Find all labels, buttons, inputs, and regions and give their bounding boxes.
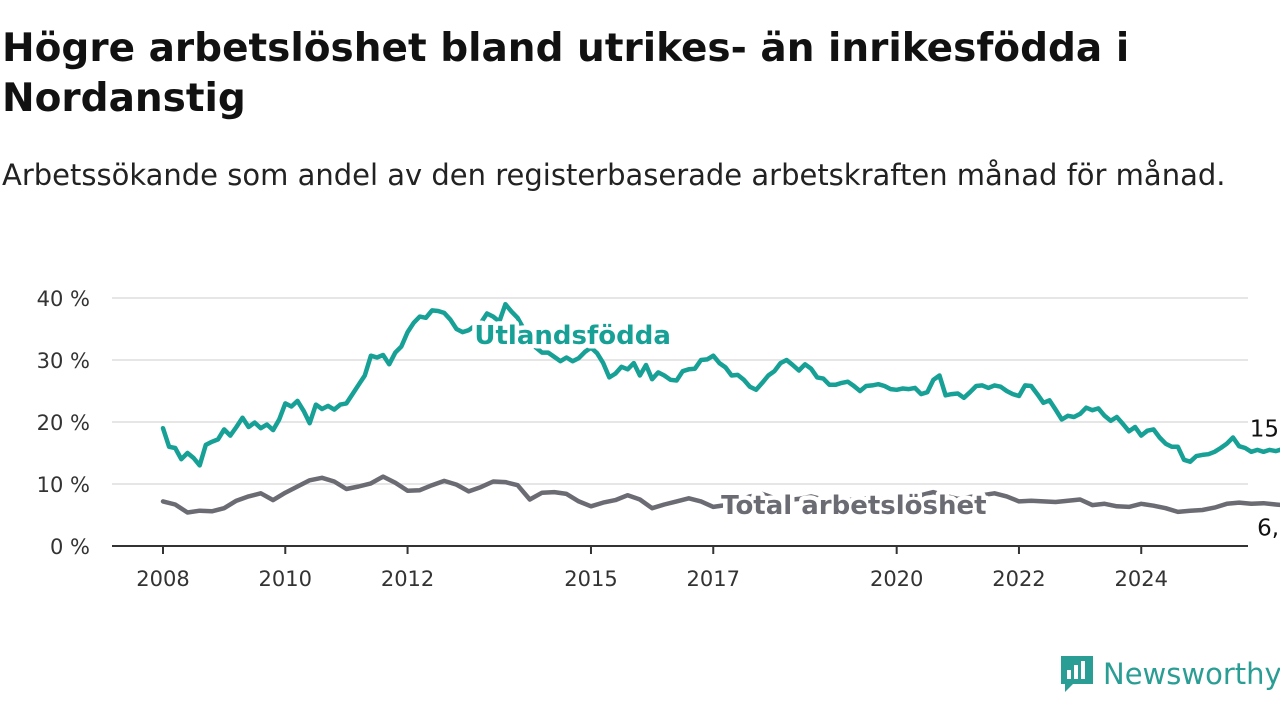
labels-layer: 15,1 % 6,5 % Utlandsfödda Total arbetslöshe… bbox=[470, 316, 1280, 542]
y-tick-label: 40 % bbox=[37, 287, 90, 311]
y-tick-label: 20 % bbox=[37, 411, 90, 435]
series-name-label: Utlandsfödda bbox=[474, 321, 671, 351]
series-line-total-arbetsl-shet bbox=[160, 474, 1280, 515]
x-tick-label: 2008 bbox=[136, 567, 189, 591]
grid-lines bbox=[112, 297, 1248, 485]
x-tick-label: 2024 bbox=[1115, 567, 1168, 591]
series-end-label: 6,5 % bbox=[1257, 516, 1280, 542]
y-tick-label: 30 % bbox=[37, 349, 90, 373]
chart-subtitle: Arbetssökande som andel av den registerb… bbox=[2, 158, 1226, 192]
newsworthy-logo-icon bbox=[1061, 656, 1093, 692]
x-tick-label: 2015 bbox=[564, 567, 617, 591]
brand-name: Newsworthy bbox=[1103, 657, 1280, 691]
chart-title: Högre arbetslöshet bland utrikes- än inr… bbox=[2, 26, 1130, 121]
y-tick-label: 0 % bbox=[50, 535, 90, 559]
line-chart: 0 % 10 % 20 % 30 % 40 % 2008 2010 2012 2015 2017… bbox=[37, 287, 1280, 591]
series-name-label: Total arbetslöshet bbox=[721, 491, 986, 521]
y-tick-label: 10 % bbox=[37, 473, 90, 497]
x-tick-label: 2017 bbox=[687, 567, 740, 591]
series-end-label: 15,1 % bbox=[1250, 416, 1280, 442]
series-layer bbox=[160, 301, 1280, 515]
x-tick-label: 2010 bbox=[259, 567, 312, 591]
y-axis-ticks: 0 % 10 % 20 % 30 % 40 % bbox=[37, 287, 90, 559]
newsworthy-brand[interactable]: Newsworthy bbox=[1059, 654, 1280, 694]
x-tick-label: 2022 bbox=[992, 567, 1045, 591]
x-tick-label: 2012 bbox=[381, 567, 434, 591]
x-tick-label: 2020 bbox=[870, 567, 923, 591]
series-line-utlandsf-dda bbox=[160, 301, 1280, 468]
x-axis: 2008 2010 2012 2015 2017 2020 2022 2024 bbox=[112, 545, 1248, 591]
